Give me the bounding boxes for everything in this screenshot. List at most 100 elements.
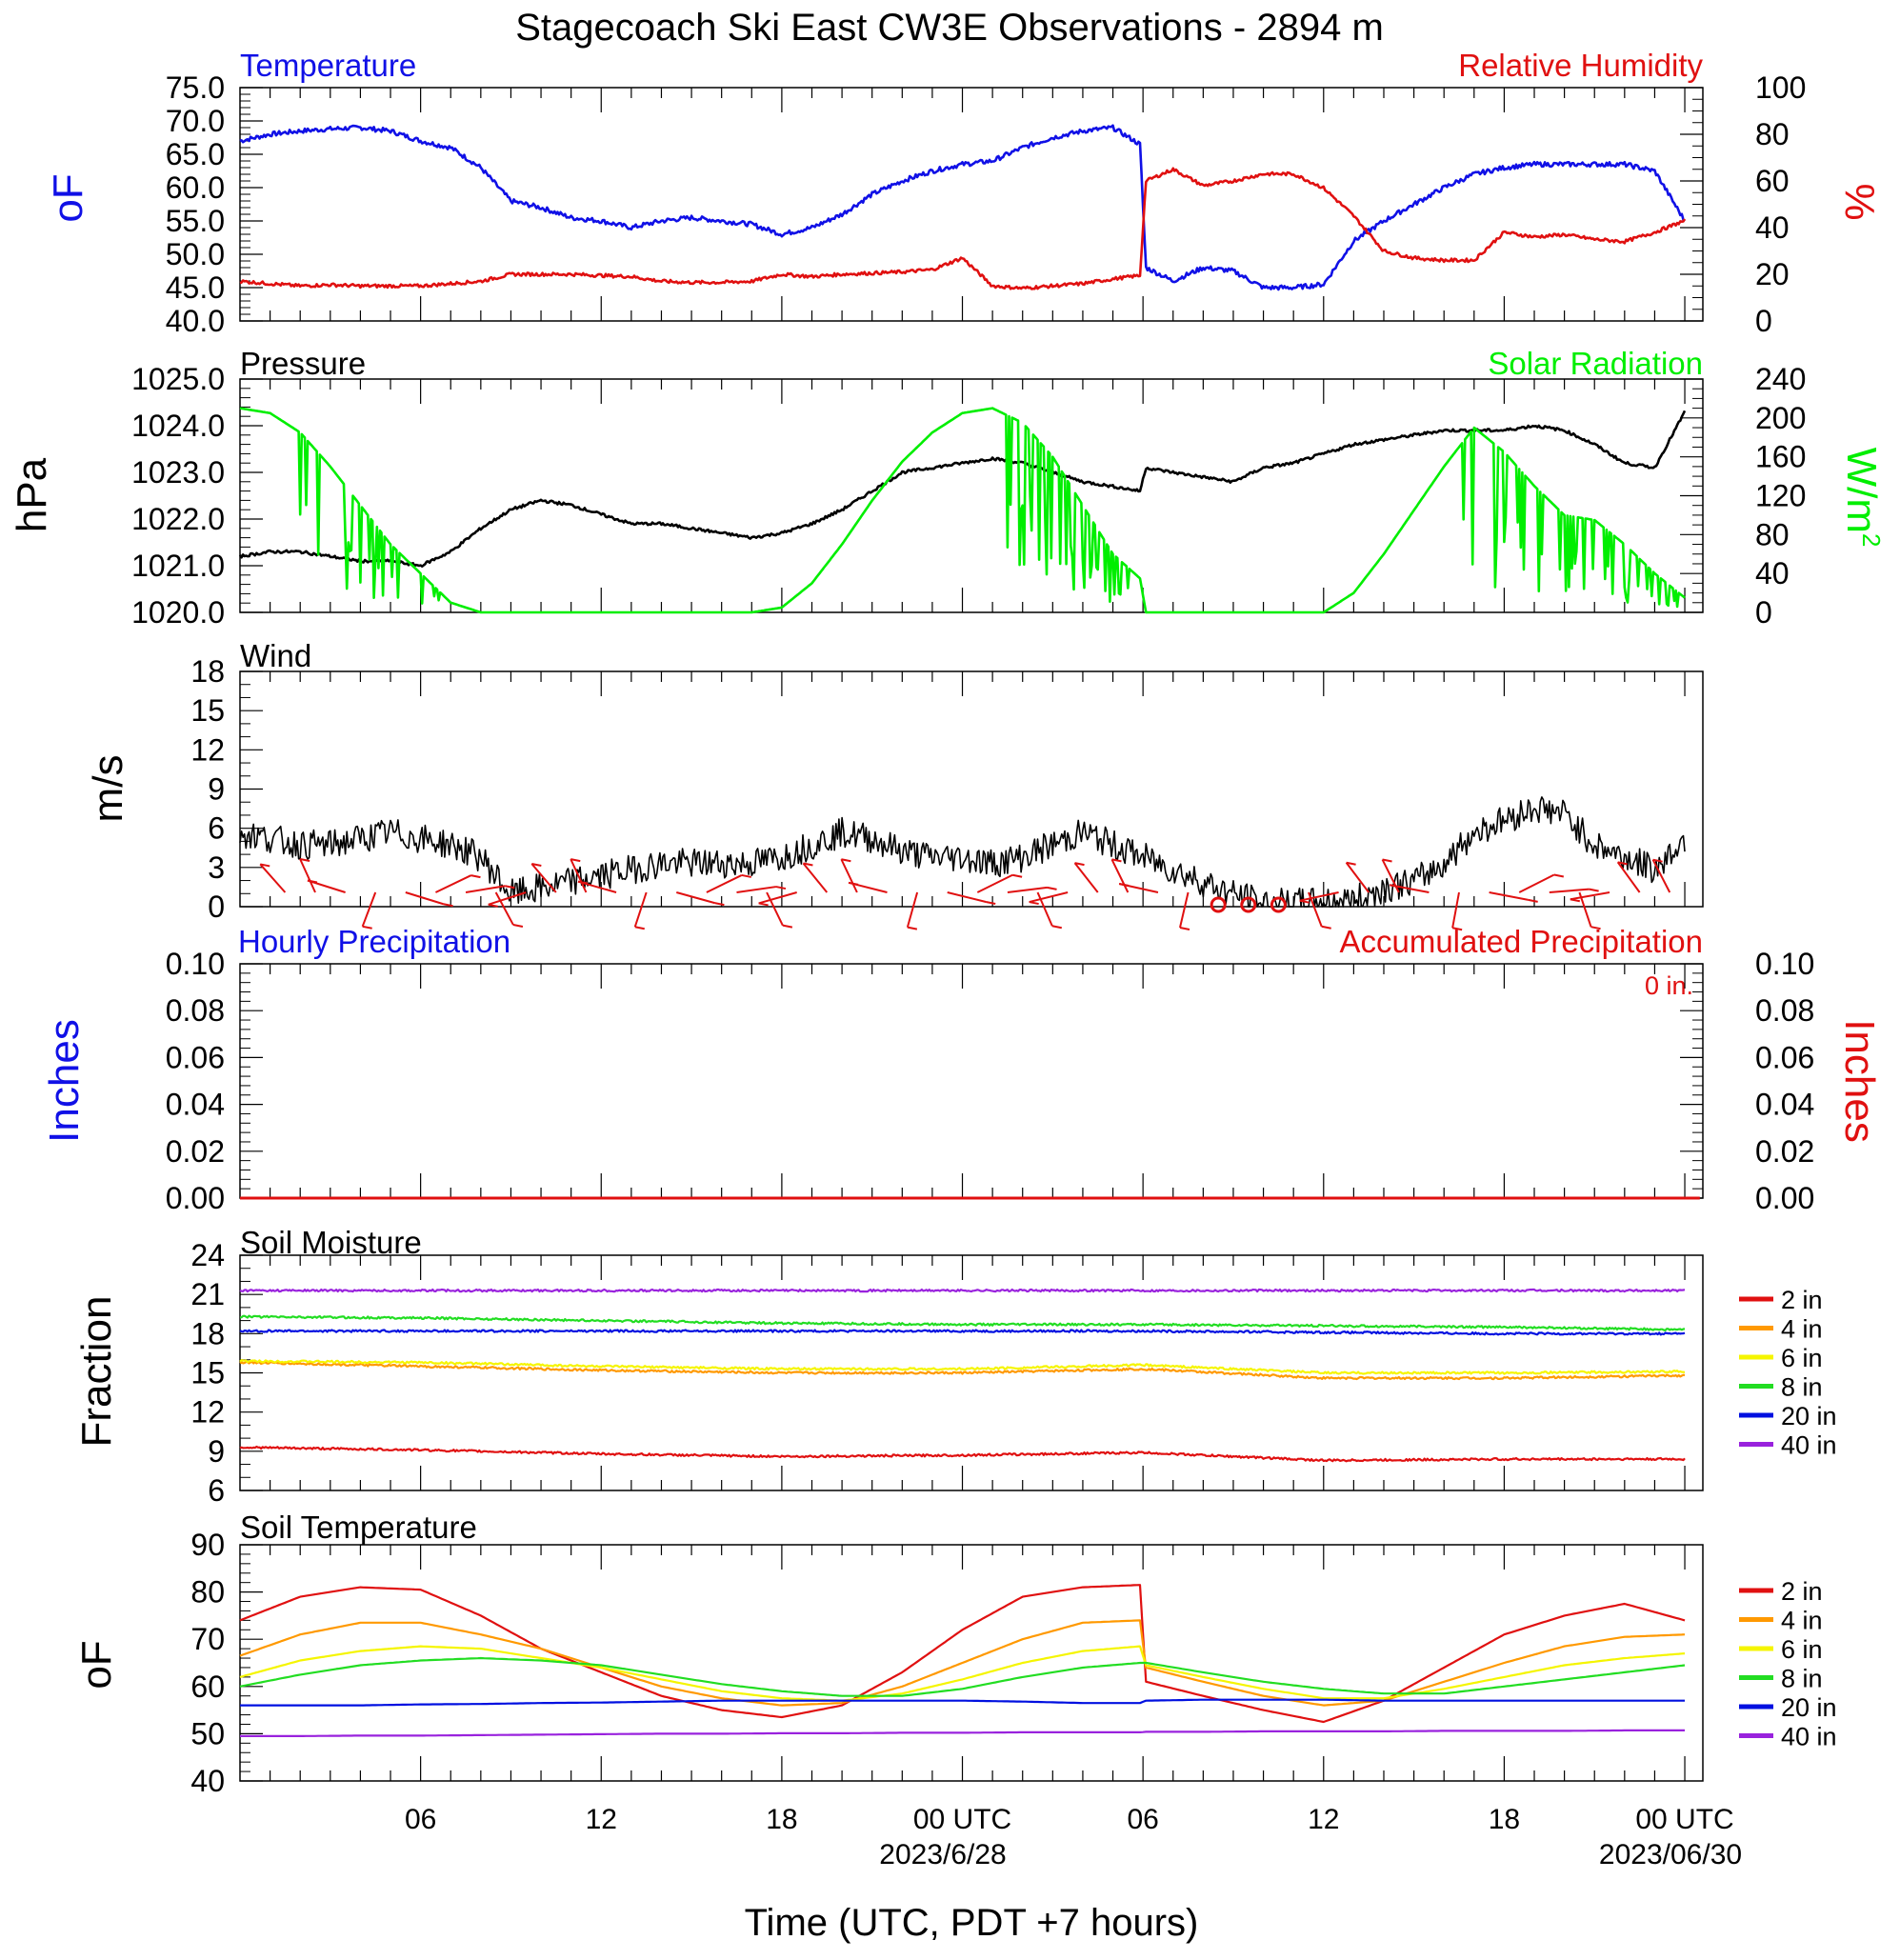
wind-barb-flag: [505, 885, 515, 890]
wind-barb-flag: [1111, 858, 1122, 863]
wind-barb-flag: [1346, 861, 1356, 866]
x-tick-label: 18: [766, 1804, 797, 1835]
soil-moisture-legend-label: 8 in: [1781, 1373, 1823, 1402]
wind-barb-flag: [443, 903, 453, 908]
wind-barb-flag: [488, 903, 498, 908]
wind-barb-flag: [1652, 858, 1663, 863]
wind-barb-flag: [741, 873, 751, 878]
wind-plot-frame: [239, 670, 1704, 908]
wind-barb-flag: [848, 881, 859, 886]
wind-barb: [1651, 859, 1671, 893]
press-plot-frame: [239, 378, 1704, 613]
soil-moisture-legend-label: 20 in: [1781, 1402, 1837, 1430]
soil-y-tick-label-left: 9: [208, 1434, 225, 1469]
wind-barb-flag: [803, 862, 813, 867]
soil-moisture-line-8in: [239, 1314, 1686, 1332]
wind-barb: [706, 874, 743, 893]
soil-moisture-legend-label: 4 in: [1781, 1315, 1823, 1344]
soil-y-tick-label-left: 15: [190, 1356, 225, 1390]
press-y-tick-label-right: 240: [1755, 362, 1806, 396]
prec-y-tick-label-left: 0.06: [166, 1040, 225, 1074]
solar-line: [239, 407, 1686, 614]
press-y-tick-label-right: 120: [1755, 479, 1806, 513]
press-y-tick-label-left: 1021.0: [131, 549, 225, 583]
stemp-y-tick-label-left: 80: [190, 1575, 225, 1610]
temp-y-tick-label-right: 80: [1755, 117, 1790, 151]
soil-moisture-unit: Fraction: [73, 1296, 120, 1448]
wind-barb-flag: [1570, 898, 1581, 903]
wind-barb-flag: [1553, 873, 1565, 878]
wind-barb-flag: [1321, 925, 1331, 930]
prec-y-tick-label-right: 0.00: [1755, 1181, 1814, 1215]
press-y-tick-label-right: 0: [1755, 595, 1772, 630]
wind-speed-line: [239, 796, 1686, 908]
wind-barb-flag: [1074, 862, 1085, 867]
soil-y-tick-label-left: 6: [208, 1473, 225, 1508]
wind-barb: [1570, 891, 1610, 901]
soil-moisture-line-4in: [239, 1360, 1686, 1381]
wind-barb-flag: [1590, 926, 1601, 930]
wind-barb: [1073, 862, 1099, 893]
press-y-tick-label-left: 1024.0: [131, 409, 225, 443]
pressure-label: Pressure: [240, 346, 366, 381]
wind-barb: [1299, 891, 1339, 902]
wind-barb-flag: [841, 858, 851, 863]
soil-temp-line-20in: [240, 1698, 1685, 1707]
wind-barb: [736, 886, 777, 893]
wind-barb-flag: [531, 862, 542, 867]
prec-y-tick-label-right: 0.08: [1755, 993, 1814, 1028]
wind-unit: m/s: [85, 755, 131, 823]
soil-temp-legend-label: 2 in: [1781, 1577, 1823, 1606]
press-y-tick-label-right: 160: [1755, 440, 1806, 474]
wind-barb-flag: [986, 901, 996, 906]
wind-barb-flag: [1051, 925, 1062, 930]
temp-y-tick-label-left: 65.0: [166, 137, 225, 171]
wind-barb-flag: [470, 874, 481, 879]
soil-temp-legend-label: 4 in: [1781, 1607, 1823, 1635]
temperature-label: Temperature: [240, 48, 416, 83]
chart-marks: 06 12 18 00 UTC 06 12 18 00 UTC40.045.050.055.0…: [131, 70, 1836, 1835]
soil-moisture-label: Soil Moisture: [240, 1225, 422, 1260]
wind-barb: [488, 891, 527, 906]
pressure-unit: hPa: [9, 457, 55, 532]
wind-barb-flag: [1029, 901, 1039, 906]
x-tick-label: 06: [1127, 1804, 1158, 1835]
soil-moisture-line-40in: [239, 1288, 1686, 1293]
wind-barb: [1179, 891, 1190, 929]
soil-moisture-legend-label: 6 in: [1781, 1344, 1823, 1372]
wind-barb-flag: [1382, 858, 1392, 863]
stemp-y-tick-label-left: 60: [190, 1670, 225, 1704]
wind-barb: [840, 858, 858, 893]
wind-barb-flag: [1451, 927, 1463, 931]
wind-barb-flag: [1047, 886, 1057, 890]
press-y-tick-label-left: 1020.0: [131, 595, 225, 630]
wind-barb: [1029, 891, 1069, 904]
wind-barb: [947, 891, 987, 904]
temp-y-tick-label-left: 75.0: [166, 70, 225, 105]
wind-barb: [758, 891, 797, 905]
temp-y-tick-label-right: 40: [1755, 210, 1790, 245]
wind-barb: [570, 858, 588, 893]
x-date-label-2: 2023/06/30: [1599, 1839, 1742, 1870]
press-y-tick-label-right: 40: [1755, 556, 1790, 590]
x-tick-label: 12: [586, 1804, 617, 1835]
stemp-y-tick-label-left: 40: [190, 1764, 225, 1798]
prec-y-tick-label-left: 0.04: [166, 1088, 225, 1122]
wind-barb: [976, 873, 1013, 893]
x-axis-label: Time (UTC, PDT +7 hours): [745, 1902, 1199, 1944]
soil-temp-line-4in: [239, 1619, 1686, 1707]
chart-title: Stagecoach Ski East CW3E Observations - …: [515, 7, 1384, 49]
wind-y-tick-label-left: 15: [190, 693, 225, 728]
wind-barb-flag: [758, 902, 769, 907]
rh-label: Relative Humidity: [1458, 48, 1703, 83]
precip-left-unit: Inches: [41, 1019, 88, 1143]
wind-barb: [494, 891, 514, 926]
wind-barb: [1549, 888, 1590, 893]
soil-y-tick-label-left: 21: [190, 1277, 225, 1311]
solar-label: Solar Radiation: [1488, 346, 1703, 381]
press-y-tick-label-right: 200: [1755, 401, 1806, 435]
temp-y-tick-label-right: 0: [1755, 304, 1772, 338]
wind-barb-flag: [362, 925, 372, 930]
wind-y-tick-label-left: 18: [190, 654, 225, 689]
